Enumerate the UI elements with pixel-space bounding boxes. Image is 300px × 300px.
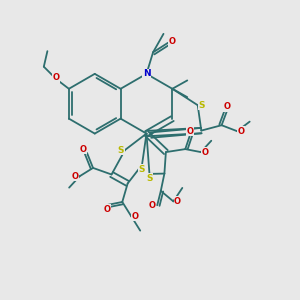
Text: O: O [80,145,87,154]
Text: S: S [118,146,124,154]
Text: S: S [199,101,205,110]
Text: O: O [224,102,230,111]
Text: N: N [143,69,150,78]
Text: O: O [148,201,155,210]
Text: O: O [174,197,181,206]
Text: O: O [186,127,193,136]
Text: O: O [72,172,79,181]
Text: O: O [202,148,208,157]
Text: S: S [146,174,153,183]
Text: O: O [104,205,111,214]
Text: O: O [52,73,59,82]
Text: O: O [132,212,139,221]
Text: O: O [238,127,245,136]
Text: O: O [169,37,176,46]
Text: S: S [139,165,145,174]
